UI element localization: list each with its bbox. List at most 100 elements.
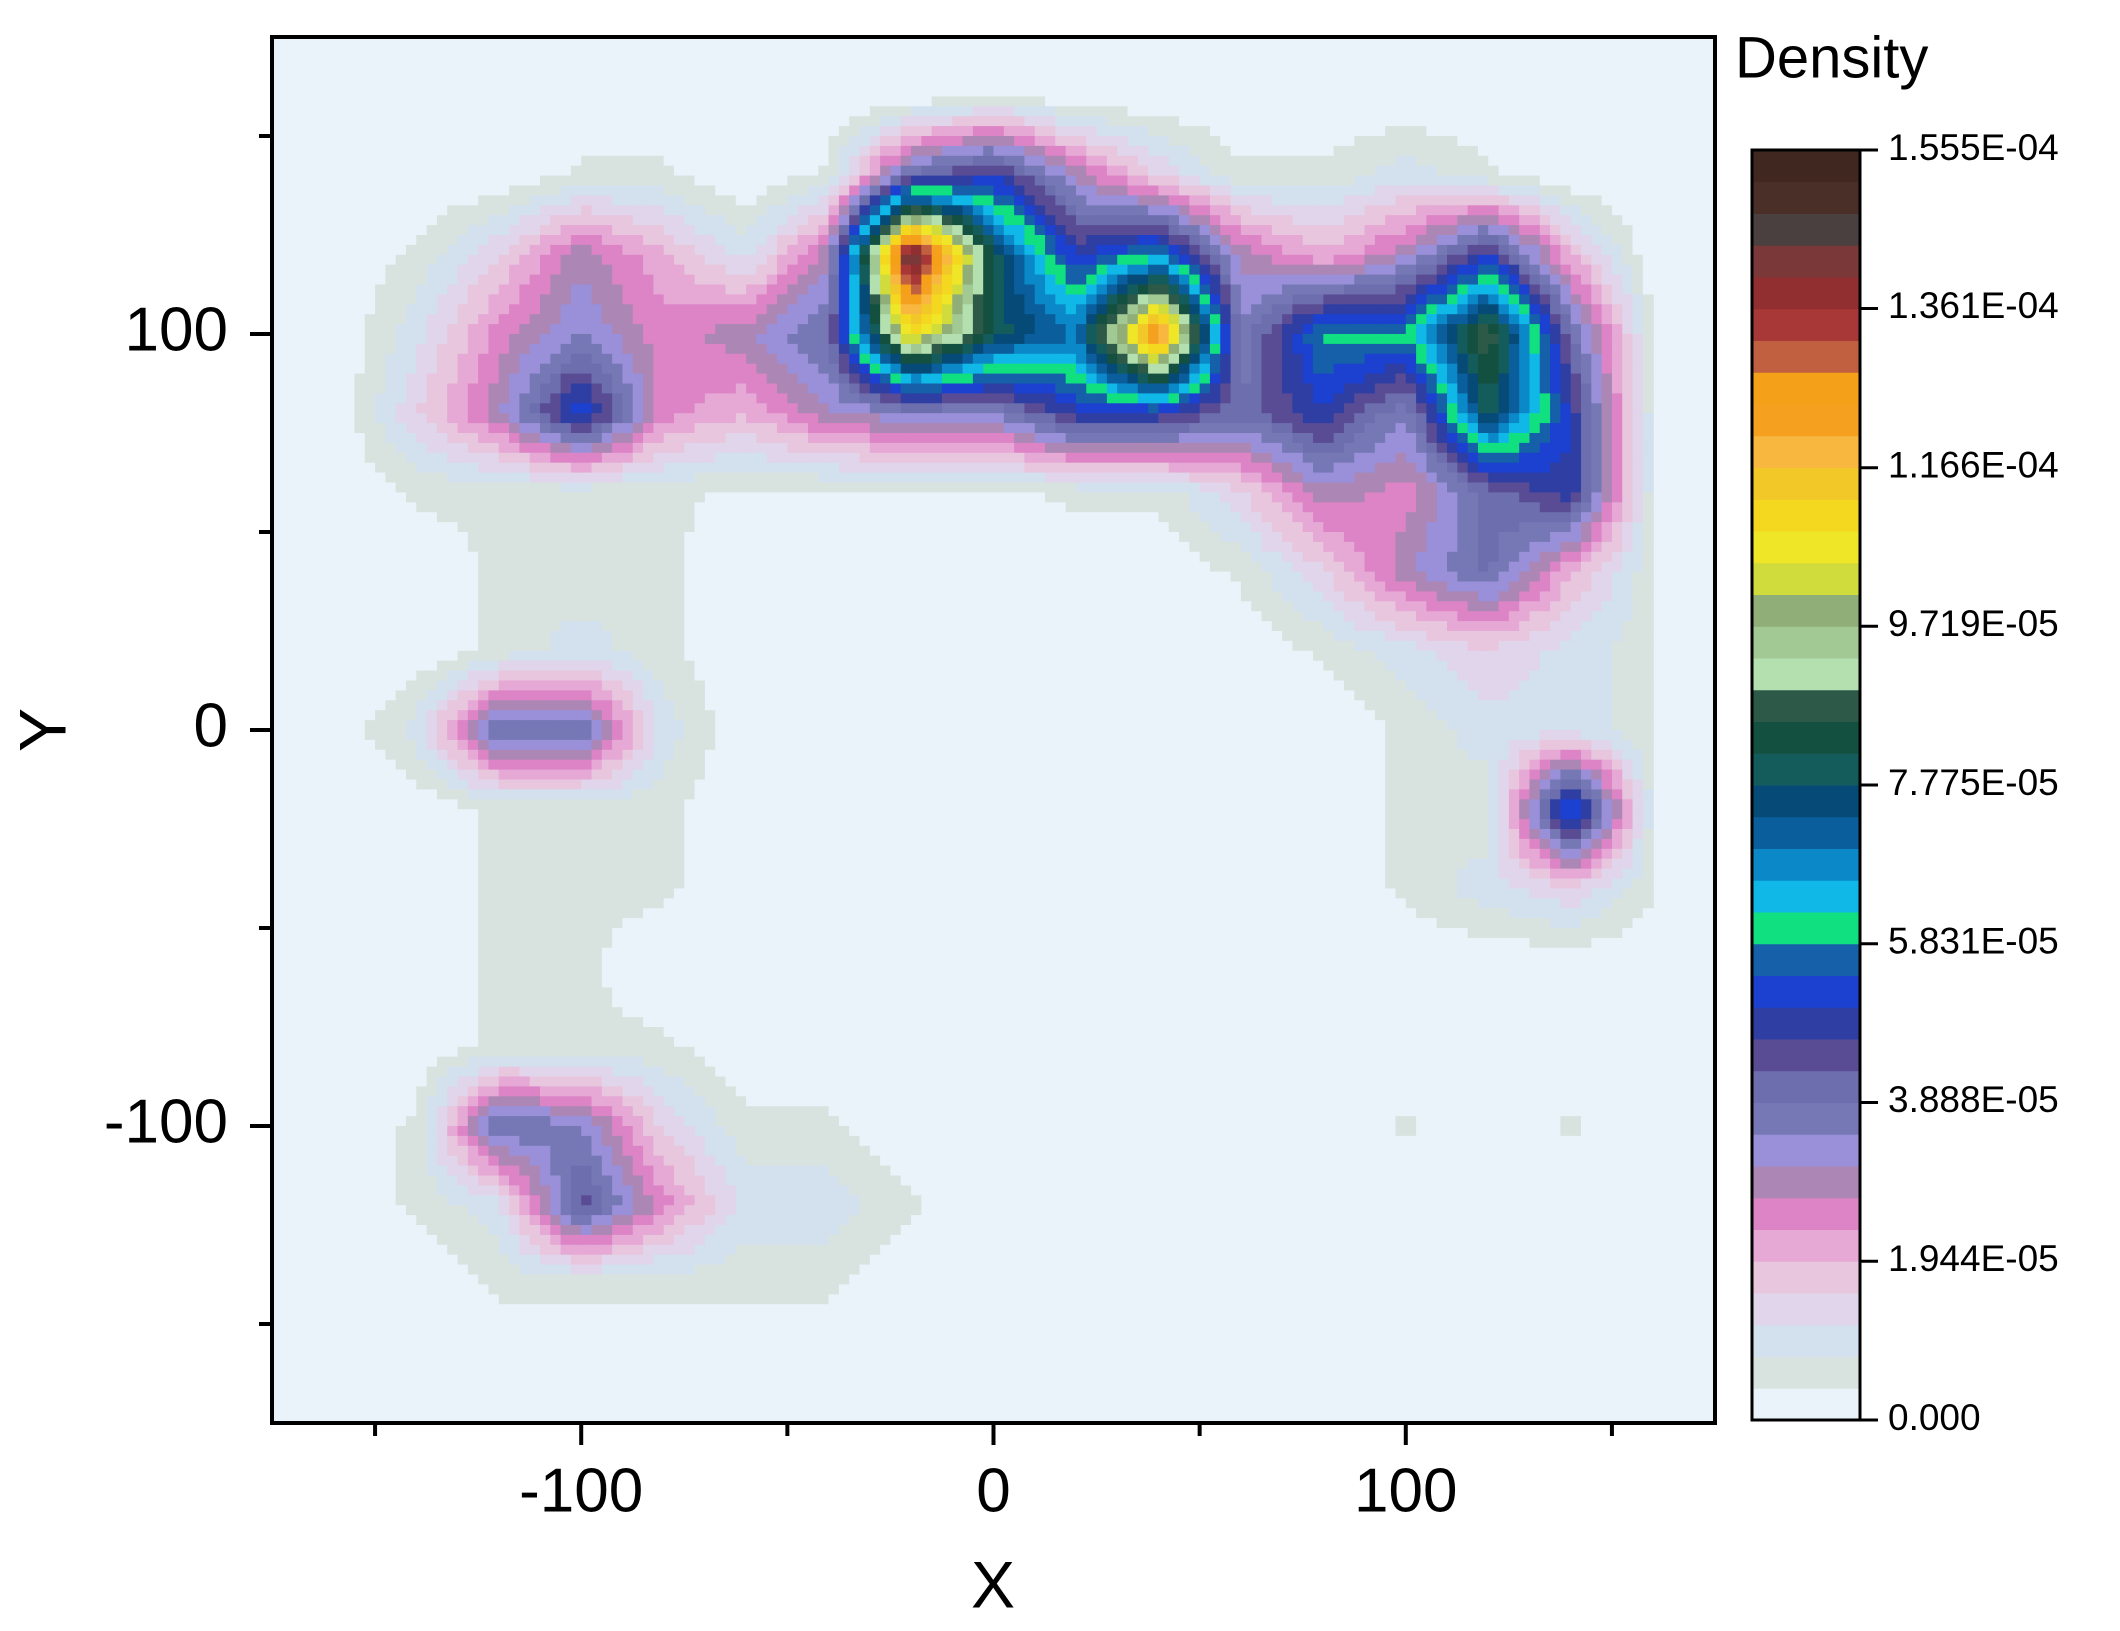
contour-patch — [1261, 116, 1273, 127]
contour-cell — [1405, 96, 1489, 177]
contour-patch — [890, 403, 902, 414]
contour-patch — [457, 343, 469, 355]
contour-patch — [838, 403, 850, 414]
contour-patch — [385, 155, 397, 167]
contour-patch — [1189, 343, 1201, 355]
contour-patch — [333, 393, 345, 404]
contour-patch — [1385, 433, 1397, 444]
contour-patch — [632, 235, 644, 246]
contour-patch — [1024, 264, 1036, 276]
contour-patch — [1282, 403, 1294, 414]
contour-patch — [1539, 343, 1551, 355]
contour-patch — [1199, 145, 1211, 157]
contour-patch — [1323, 314, 1335, 325]
contour-patch — [1385, 423, 1397, 434]
contour-patch — [694, 175, 706, 187]
contour-patch — [612, 116, 624, 127]
contour-patch — [911, 343, 922, 355]
contour-patch — [1498, 126, 1510, 137]
contour-patch — [900, 284, 912, 295]
contour-patch — [663, 452, 675, 464]
contour-patch — [1550, 106, 1561, 117]
contour-patch — [519, 452, 531, 464]
contour-patch — [1302, 442, 1314, 454]
contour-patch — [880, 433, 892, 444]
contour-patch — [333, 413, 345, 424]
contour-patch — [694, 274, 706, 286]
contour-cell — [746, 254, 830, 335]
contour-patch — [447, 185, 459, 196]
contour-patch — [478, 383, 490, 394]
contour-patch — [1189, 274, 1201, 286]
contour-patch — [560, 96, 572, 107]
contour-patch — [807, 433, 819, 444]
contour-patch — [1230, 96, 1242, 107]
contour-patch — [849, 195, 861, 206]
contour-patch — [354, 353, 366, 365]
contour-patch — [1106, 413, 1118, 424]
contour-patch — [684, 423, 696, 434]
contour-patch — [1642, 254, 1654, 266]
contour-patch — [1539, 235, 1551, 246]
contour-patch — [1209, 324, 1221, 335]
contour-patch — [1065, 195, 1077, 206]
contour-patch — [653, 324, 665, 335]
contour-patch — [1148, 96, 1160, 107]
contour-patch — [1426, 314, 1438, 325]
contour-patch — [1601, 324, 1613, 335]
contour-patch — [1117, 116, 1129, 127]
contour-patch — [632, 96, 644, 107]
contour-patch — [581, 136, 593, 147]
contour-patch — [529, 482, 541, 493]
contour-patch — [1137, 324, 1149, 335]
contour-patch — [426, 235, 438, 246]
contour-patch — [1385, 175, 1397, 187]
contour-patch — [560, 343, 572, 355]
contour-patch — [1333, 116, 1345, 127]
contour-patch — [1364, 175, 1376, 187]
contour-patch — [694, 363, 706, 375]
contour-patch — [1024, 185, 1036, 196]
contour-patch — [777, 353, 788, 365]
contour-patch — [1395, 274, 1407, 286]
contour-patch — [1436, 126, 1448, 137]
contour-patch — [1581, 403, 1592, 414]
contour-patch — [1426, 195, 1438, 206]
contour-patch — [447, 294, 459, 305]
contour-patch — [787, 126, 799, 137]
contour-patch — [509, 433, 520, 444]
contour-patch — [1065, 294, 1077, 305]
contour-patch — [1354, 235, 1366, 246]
contour-patch — [1075, 116, 1087, 127]
contour-patch — [364, 324, 376, 335]
contour-patch — [1292, 363, 1304, 375]
contour-patch — [1601, 353, 1613, 365]
contour-patch — [436, 304, 448, 315]
contour-patch — [1075, 363, 1087, 375]
contour-patch — [746, 482, 758, 493]
contour-patch — [488, 284, 500, 295]
contour-patch — [550, 452, 562, 464]
contour-patch — [818, 106, 830, 117]
contour-patch — [457, 205, 469, 216]
contour-patch — [797, 482, 809, 493]
contour-patch — [921, 185, 933, 196]
contour-patch — [375, 334, 386, 345]
contour-patch — [395, 145, 407, 157]
contour-patch — [900, 116, 912, 127]
contour-patch — [1189, 165, 1201, 177]
contour-patch — [1570, 274, 1582, 286]
contour-patch — [1045, 363, 1056, 375]
contour-patch — [395, 185, 407, 196]
contour-patch — [1261, 96, 1273, 107]
contour-patch — [921, 393, 933, 404]
contour-patch — [1519, 205, 1531, 216]
contour-patch — [1622, 96, 1634, 107]
contour-patch — [1086, 393, 1098, 404]
contour-patch — [900, 324, 912, 335]
contour-patch — [1354, 96, 1366, 107]
contour-patch — [756, 353, 768, 365]
contour-patch — [849, 403, 861, 414]
contour-patch — [643, 383, 654, 394]
contour-patch — [849, 185, 861, 196]
